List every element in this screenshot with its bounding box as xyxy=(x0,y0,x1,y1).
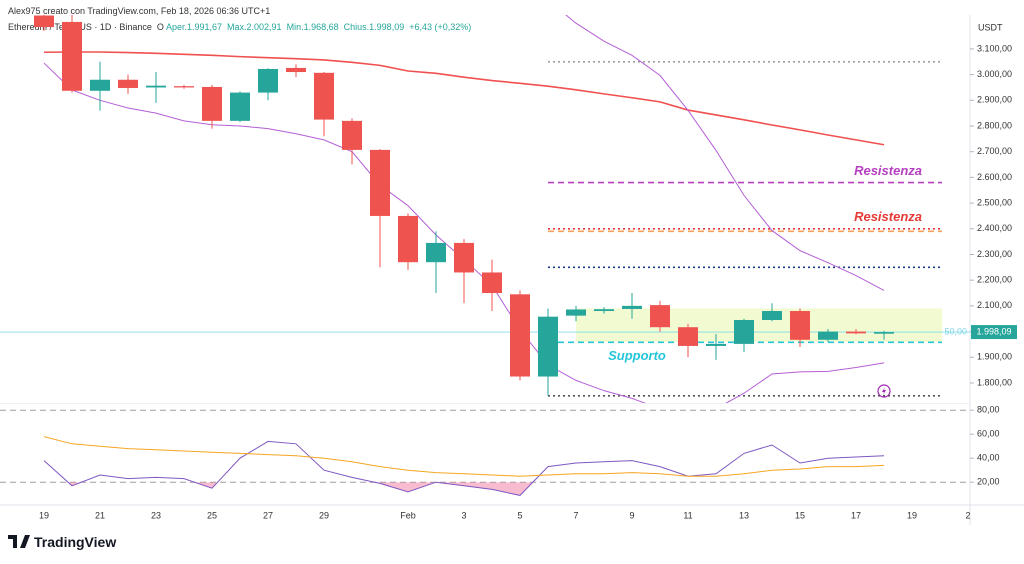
x-tick-label: 3 xyxy=(461,510,466,520)
x-tick-label: 25 xyxy=(207,510,217,520)
open: Aper.1.991,67 xyxy=(165,22,223,32)
x-tick-label: 21 xyxy=(95,510,105,520)
logo: TradingView xyxy=(8,534,116,550)
x-tick-label: 5 xyxy=(517,510,522,520)
candle-body xyxy=(566,309,586,316)
candle-body xyxy=(202,86,222,121)
line xyxy=(43,440,885,496)
x-tick-label: 11 xyxy=(683,510,692,520)
zone xyxy=(576,308,942,342)
y-tick-label: 2.100,00 xyxy=(977,300,1012,310)
last-price-label: 1.998,09 xyxy=(976,326,1011,336)
candle-body xyxy=(398,215,418,263)
level-label: Resistenza xyxy=(854,163,922,178)
candle-body xyxy=(286,67,306,73)
candle-body xyxy=(762,311,782,321)
y-tick-label: 80,00 xyxy=(977,405,1000,415)
y-tick-label: 1.800,00 xyxy=(977,377,1012,387)
level-label: Resistenza xyxy=(854,209,922,224)
x-tick-label: 2 xyxy=(965,510,970,520)
y-tick-label: 40,00 xyxy=(977,453,1000,463)
y-tick-label: 2.500,00 xyxy=(977,197,1012,207)
level-label: Supporto xyxy=(608,348,666,363)
y-tick-label: 2.600,00 xyxy=(977,172,1012,182)
currency: USDT xyxy=(978,22,1003,32)
candle-body xyxy=(538,316,558,377)
credit: Alex975 creato con TradingView.com, Feb … xyxy=(8,6,271,16)
x-tick-label: 27 xyxy=(263,510,273,520)
candle-body xyxy=(650,305,670,328)
x-tick-label: 23 xyxy=(151,510,161,520)
candle-body xyxy=(678,327,698,346)
candle-body xyxy=(818,331,838,340)
y-tick-label: 20,00 xyxy=(977,477,1000,487)
change: +6,43 (+0,32%) xyxy=(409,22,472,32)
y-tick-label: 3.000,00 xyxy=(977,69,1012,79)
x-tick-label: 19 xyxy=(39,510,49,520)
candle-body xyxy=(370,149,390,216)
candle-body xyxy=(426,242,446,263)
candle-body xyxy=(482,272,502,294)
candle-body xyxy=(342,120,362,150)
x-tick-label: 17 xyxy=(851,510,861,520)
alert-icon xyxy=(877,384,891,398)
oversold-fill xyxy=(68,482,533,496)
line xyxy=(43,51,885,146)
candle-body xyxy=(118,79,138,88)
x-tick-label: 9 xyxy=(629,510,634,520)
y-tick-label: 2.800,00 xyxy=(977,120,1012,130)
candle-body xyxy=(230,92,250,121)
x-tick-label: 19 xyxy=(907,510,917,520)
candle-body xyxy=(314,72,334,120)
y-tick-label: 2.300,00 xyxy=(977,249,1012,259)
candle-body xyxy=(34,15,54,28)
line xyxy=(43,436,885,477)
candle-body xyxy=(706,343,726,346)
y-tick-label: 2.900,00 xyxy=(977,95,1012,105)
candle-body xyxy=(790,311,810,340)
candle-body xyxy=(62,21,82,91)
x-tick-label: Feb xyxy=(400,510,416,520)
candle-body xyxy=(90,79,110,91)
y-tick-label: 1.900,00 xyxy=(977,352,1012,362)
x-tick-label: 29 xyxy=(319,510,329,520)
annotation: 50,00 xyxy=(944,326,967,336)
open-label: O xyxy=(156,22,164,32)
close: Chius.1.998,09 xyxy=(343,22,405,32)
x-tick-label: 13 xyxy=(739,510,749,520)
y-tick-label: 2.200,00 xyxy=(977,275,1012,285)
line xyxy=(43,62,885,403)
candle-body xyxy=(258,68,278,93)
y-tick-label: 2.400,00 xyxy=(977,223,1012,233)
candle-body xyxy=(594,309,614,312)
low: Min.1.968,68 xyxy=(286,22,339,32)
y-tick-label: 60,00 xyxy=(977,429,1000,439)
candle-body xyxy=(174,86,194,88)
x-tick-label: 7 xyxy=(573,510,578,520)
candle-body xyxy=(146,85,166,88)
line xyxy=(565,15,885,291)
candle-body xyxy=(622,305,642,309)
y-tick-label: 3.100,00 xyxy=(977,43,1012,53)
candle-body xyxy=(846,331,866,334)
candle-body xyxy=(734,320,754,344)
candle-body xyxy=(874,332,894,334)
candle-body xyxy=(454,242,474,273)
x-tick-label: 15 xyxy=(795,510,805,520)
logo-text: TradingView xyxy=(34,534,117,550)
high: Max.2.002,91 xyxy=(227,22,282,32)
y-tick-label: 2.700,00 xyxy=(977,146,1012,156)
last-price-box xyxy=(971,325,1017,340)
logo-icon xyxy=(8,535,30,548)
candle-body xyxy=(510,294,530,377)
